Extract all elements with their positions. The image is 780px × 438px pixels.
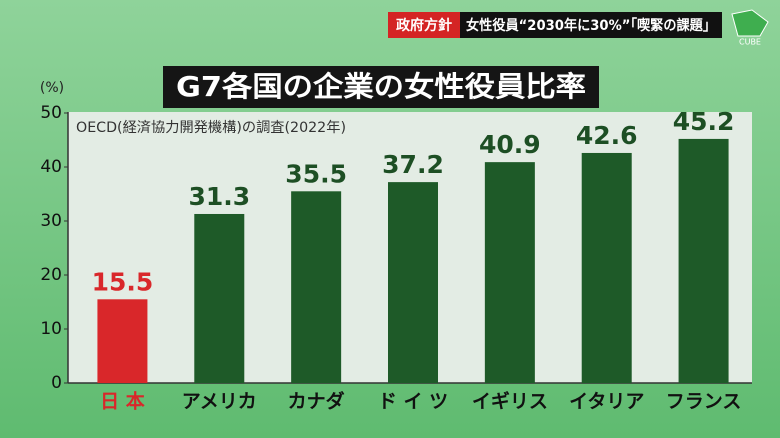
y-tick-label: 40 — [40, 157, 62, 177]
bar — [678, 138, 729, 383]
banner-tag: 政府方針 — [396, 17, 452, 34]
y-tick-label: 20 — [40, 265, 62, 285]
bar — [388, 182, 438, 383]
value-label: 35.5 — [285, 159, 347, 188]
value-label: 42.6 — [576, 121, 638, 150]
value-label: 45.2 — [673, 107, 735, 136]
x-tick-label: ド イ ツ — [378, 391, 448, 413]
title-box — [163, 66, 599, 108]
value-label: 15.5 — [92, 267, 154, 296]
note: OECD(経済協力開発機構)の調査(2022年) — [76, 120, 346, 136]
x-tick-label: カナダ — [288, 390, 345, 413]
x-tick-label: イギリス — [472, 391, 548, 413]
bar — [484, 162, 535, 383]
banner-box — [460, 12, 722, 38]
logo-shape — [731, 9, 769, 37]
chart-title: G7各国の企業の女性役員比率 — [176, 70, 586, 103]
y-tick-label: 30 — [40, 211, 62, 231]
value-label: 40.9 — [479, 130, 541, 159]
banner-tag-box — [388, 12, 460, 38]
y-tick-label: 50 — [40, 103, 62, 123]
x-tick-label: フランス — [666, 391, 742, 413]
x-tick-label: アメリカ — [182, 391, 257, 413]
banner-headline: 女性役員“2030年に30%”「喫緊の課題」 — [466, 17, 716, 34]
bar — [581, 152, 632, 383]
value-label: 37.2 — [382, 150, 444, 179]
x-tick-label: イタリア — [569, 391, 644, 413]
bar — [291, 191, 342, 383]
bar — [97, 299, 148, 383]
y-tick-label: 0 — [51, 373, 62, 393]
y-axis-label: (%) — [40, 80, 64, 96]
bar — [194, 213, 245, 383]
value-label: 31.3 — [188, 182, 250, 211]
logo: CUBE — [739, 38, 761, 47]
x-tick-label: 日 本 — [100, 390, 145, 413]
y-tick-label: 10 — [40, 319, 62, 339]
